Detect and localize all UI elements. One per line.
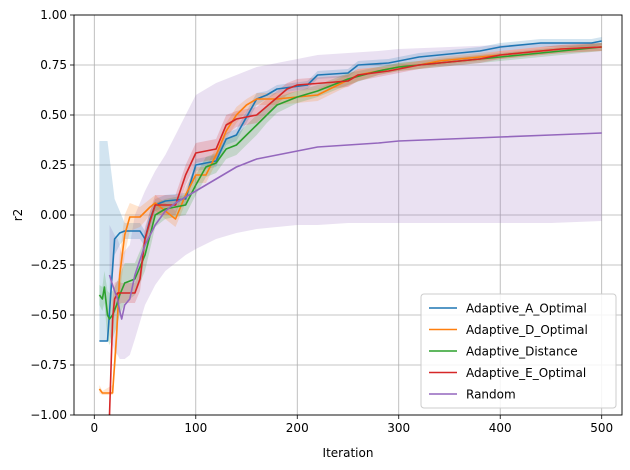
y-tick-label: 0.00: [40, 208, 67, 222]
x-tick-label: 500: [590, 421, 613, 435]
y-tick-label: −0.75: [30, 358, 67, 372]
legend-label-adaptive-e-optimal: Adaptive_E_Optimal: [466, 366, 586, 380]
y-axis-label: r2: [11, 209, 25, 222]
y-tick-label: 0.50: [40, 108, 67, 122]
band-adaptive-d-optimal: [99, 43, 602, 395]
y-tick-label: 0.75: [40, 58, 67, 72]
series-line-adaptive-e-optimal: [108, 46, 602, 415]
legend-label-adaptive-distance: Adaptive_Distance: [466, 345, 578, 359]
series-line-random: [108, 132, 602, 320]
legend-label-adaptive-a-optimal: Adaptive_A_Optimal: [466, 302, 587, 316]
y-tick-label: 1.00: [40, 8, 67, 22]
y-tick-label: −1.00: [30, 408, 67, 422]
legend-box: [420, 293, 617, 409]
legend: Adaptive_A_Optimal Adaptive_D_Optimal Adap…: [420, 293, 617, 409]
y-tick-label: 0.25: [40, 158, 67, 172]
x-tick-label: 300: [387, 421, 410, 435]
y-tick-label: −0.25: [30, 258, 67, 272]
x-tick-label: 0: [90, 421, 98, 435]
legend-label-random: Random: [466, 388, 516, 402]
series-line-adaptive-d-optimal: [98, 46, 602, 394]
x-axis-label: Iteration: [323, 446, 374, 460]
x-tick-label: 400: [489, 421, 512, 435]
x-axis-ticks: 0 100 200 300 400 500: [90, 415, 613, 435]
legend-label-adaptive-d-optimal: Adaptive_D_Optimal: [466, 323, 588, 337]
x-tick-label: 200: [286, 421, 309, 435]
y-axis-ticks: −1.00 −0.75 −0.50 −0.25 0.00 0.25 0.50 0.75 1.00: [30, 8, 74, 422]
x-tick-label: 100: [184, 421, 207, 435]
series-lines: [98, 40, 602, 415]
y-tick-label: −0.50: [30, 308, 67, 322]
